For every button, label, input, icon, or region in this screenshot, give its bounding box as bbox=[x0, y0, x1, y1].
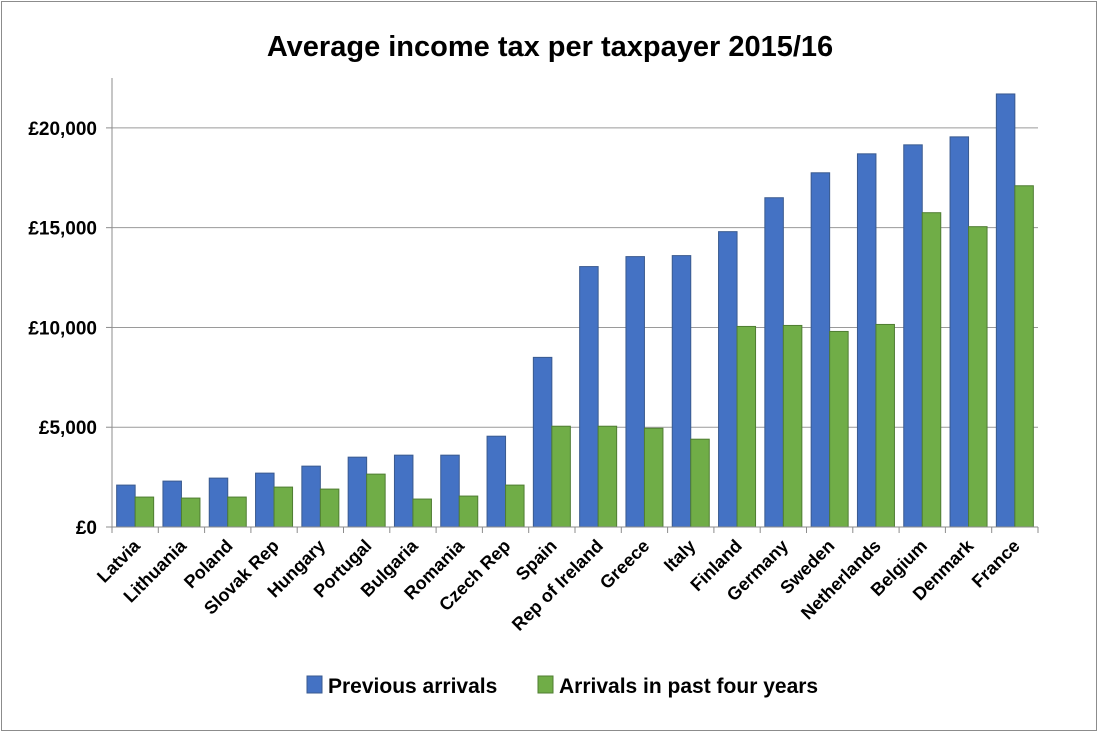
axes bbox=[111, 78, 1038, 528]
bar-previous-arrivals-france bbox=[995, 93, 1016, 528]
bar-previous-arrivals-bulgaria bbox=[393, 454, 414, 528]
bar-recent-arrivals-belgium bbox=[921, 212, 942, 528]
chart-title: Average income tax per taxpayer 2015/16 bbox=[267, 31, 833, 63]
bar-recent-arrivals-hungary bbox=[319, 488, 340, 528]
bar-previous-arrivals-netherlands bbox=[856, 153, 877, 528]
bar-recent-arrivals-netherlands bbox=[875, 323, 895, 528]
bar-recent-arrivals-italy bbox=[690, 438, 710, 528]
bar-recent-arrivals-greece bbox=[643, 427, 664, 528]
bar-previous-arrivals-hungary bbox=[301, 465, 321, 528]
bar-previous-arrivals-italy bbox=[671, 255, 692, 528]
bar-recent-arrivals-sweden bbox=[829, 330, 849, 528]
bar-previous-arrivals-poland bbox=[208, 477, 229, 528]
legend-swatch-recent-arrivals bbox=[537, 675, 554, 694]
bar-recent-arrivals-germany bbox=[782, 324, 803, 528]
bar-recent-arrivals-france bbox=[1014, 185, 1034, 528]
legend: Previous arrivals Arrivals in past four … bbox=[306, 675, 818, 698]
legend-label-previous-arrivals: Previous arrivals bbox=[328, 675, 497, 698]
bar-previous-arrivals-latvia bbox=[116, 484, 136, 528]
bar-previous-arrivals-germany bbox=[764, 197, 784, 528]
x-tick-label: Italy bbox=[660, 536, 700, 576]
bar-previous-arrivals-greece bbox=[625, 256, 645, 528]
bar-previous-arrivals-sweden bbox=[810, 172, 831, 528]
bar-previous-arrivals-denmark bbox=[949, 136, 970, 528]
y-tick-label: £15,000 bbox=[28, 219, 97, 240]
y-tick-label: £20,000 bbox=[28, 119, 97, 140]
y-tick-label: £0 bbox=[76, 518, 97, 539]
bar-previous-arrivals-romania bbox=[440, 454, 460, 528]
bar-recent-arrivals-lithuania bbox=[180, 497, 201, 528]
legend-label-recent-arrivals: Arrivals in past four years bbox=[559, 675, 818, 698]
legend-swatch-previous-arrivals bbox=[306, 675, 323, 694]
bar-previous-arrivals-spain bbox=[532, 356, 553, 528]
bar-recent-arrivals-denmark bbox=[968, 226, 988, 528]
y-tick-label: £5,000 bbox=[39, 418, 97, 439]
bar-previous-arrivals-lithuania bbox=[162, 480, 182, 528]
gridlines bbox=[112, 127, 1038, 428]
bar-previous-arrivals-portugal bbox=[347, 456, 368, 528]
bar-previous-arrivals-belgium bbox=[903, 144, 923, 528]
bar-recent-arrivals-portugal bbox=[366, 473, 386, 528]
bar-recent-arrivals-latvia bbox=[134, 496, 155, 528]
x-tick-label: France bbox=[968, 536, 1024, 592]
y-tick-label: £10,000 bbox=[28, 318, 97, 339]
bar-recent-arrivals-czech-rep bbox=[505, 484, 525, 528]
bar-previous-arrivals-finland bbox=[718, 231, 738, 528]
bars bbox=[116, 93, 1034, 528]
bar-recent-arrivals-finland bbox=[736, 325, 757, 528]
bar-recent-arrivals-slovak-rep bbox=[273, 486, 294, 528]
bar-recent-arrivals-poland bbox=[227, 496, 247, 528]
bar-recent-arrivals-spain bbox=[551, 425, 571, 528]
x-tick-label: Greece bbox=[596, 536, 653, 593]
bar-previous-arrivals-czech-rep bbox=[486, 435, 507, 528]
bar-recent-arrivals-romania bbox=[458, 495, 479, 528]
bar-previous-arrivals-rep-of-ireland bbox=[579, 266, 599, 528]
bar-recent-arrivals-bulgaria bbox=[412, 498, 432, 528]
bar-previous-arrivals-slovak-rep bbox=[255, 472, 275, 528]
bar-recent-arrivals-rep-of-ireland bbox=[597, 425, 618, 528]
y-axis-ticks: £0 £5,000 £10,000 £15,000 £20,000 bbox=[28, 119, 112, 539]
